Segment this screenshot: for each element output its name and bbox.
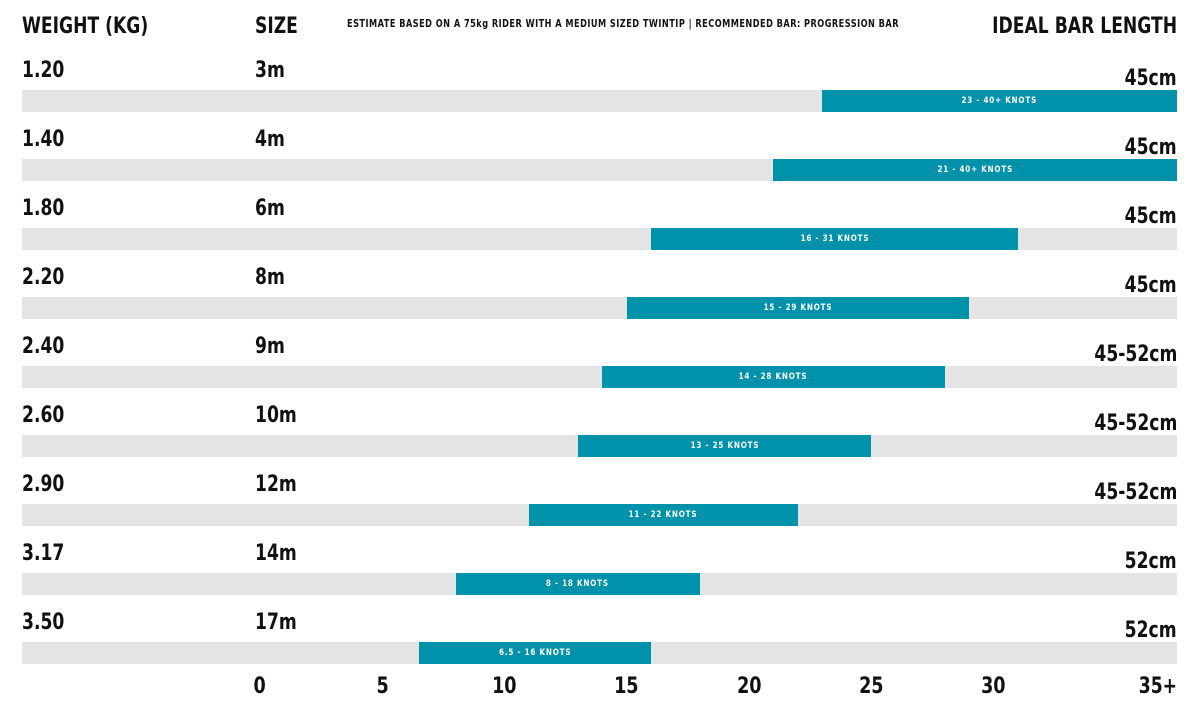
wind-range-label: 13 - 25 KNOTS bbox=[690, 441, 759, 451]
x-tick-label: 25 bbox=[859, 674, 884, 699]
wind-range-bar: 14 - 28 KNOTS bbox=[602, 366, 945, 388]
weight-value: 3.17 bbox=[22, 541, 65, 566]
weight-value: 2.20 bbox=[22, 265, 65, 290]
kite-size-row: 3.17 14m 52cm 8 - 18 KNOTS bbox=[0, 541, 1190, 610]
kite-size-value: 17m bbox=[255, 610, 297, 635]
x-tick-label: 15 bbox=[614, 674, 640, 699]
bar-length-column-header: IDEAL BAR LENGTH bbox=[992, 14, 1177, 39]
range-track bbox=[22, 366, 1177, 388]
weight-value: 2.60 bbox=[22, 403, 65, 428]
kite-size-row: 2.60 10m 45-52cm 13 - 25 KNOTS bbox=[0, 403, 1190, 472]
bar-length-value: 52cm bbox=[1125, 618, 1177, 643]
kite-size-row: 2.40 9m 45-52cm 14 - 28 KNOTS bbox=[0, 334, 1190, 403]
wind-range-label: 15 - 29 KNOTS bbox=[763, 303, 833, 313]
kite-size-row: 2.20 8m 45cm 15 - 29 KNOTS bbox=[0, 265, 1190, 334]
wind-range-bar: 21 - 40+ KNOTS bbox=[773, 159, 1177, 181]
bar-length-value: 45cm bbox=[1125, 273, 1177, 298]
wind-range-label: 8 - 18 KNOTS bbox=[546, 579, 610, 589]
weight-value: 2.40 bbox=[22, 334, 65, 359]
weight-value: 2.90 bbox=[22, 472, 65, 497]
kite-size-row: 1.80 6m 45cm 16 - 31 KNOTS bbox=[0, 196, 1190, 265]
weight-value: 1.40 bbox=[22, 127, 65, 152]
range-track bbox=[22, 297, 1177, 319]
wind-range-bar: 16 - 31 KNOTS bbox=[651, 228, 1018, 250]
wind-range-label: 11 - 22 KNOTS bbox=[629, 510, 698, 520]
size-column-header: SIZE bbox=[255, 14, 298, 39]
bar-length-value: 45-52cm bbox=[1094, 480, 1177, 505]
kite-size-value: 12m bbox=[255, 472, 297, 497]
wind-range-bar: 11 - 22 KNOTS bbox=[528, 504, 798, 526]
kite-size-value: 9m bbox=[255, 334, 285, 359]
wind-range-bar: 6.5 - 16 KNOTS bbox=[418, 642, 652, 664]
wind-range-bar: 15 - 29 KNOTS bbox=[626, 297, 970, 319]
weight-column-header: WEIGHT (KG) bbox=[22, 14, 149, 39]
x-tick-label: 10 bbox=[492, 674, 517, 699]
bar-length-value: 45-52cm bbox=[1094, 342, 1177, 367]
kite-size-value: 8m bbox=[255, 265, 285, 290]
kite-size-row: 1.20 3m 45cm 23 - 40+ KNOTS bbox=[0, 58, 1190, 127]
wind-range-label: 16 - 31 KNOTS bbox=[800, 234, 869, 244]
bar-length-value: 45cm bbox=[1125, 66, 1177, 91]
wind-range-label: 6.5 - 16 KNOTS bbox=[498, 648, 572, 658]
wind-range-label: 23 - 40+ KNOTS bbox=[961, 96, 1038, 106]
x-tick-label: 0 bbox=[253, 674, 267, 699]
wind-range-label: 21 - 40+ KNOTS bbox=[937, 165, 1014, 175]
kite-size-value: 4m bbox=[255, 127, 285, 152]
wind-range-bar: 23 - 40+ KNOTS bbox=[822, 90, 1177, 112]
weight-value: 1.80 bbox=[22, 196, 65, 221]
bar-length-value: 45cm bbox=[1125, 204, 1177, 229]
wind-range-label: 14 - 28 KNOTS bbox=[739, 372, 808, 382]
kite-size-value: 3m bbox=[255, 58, 285, 83]
x-tick-label: 35+ bbox=[1138, 674, 1177, 699]
kite-size-value: 10m bbox=[255, 403, 297, 428]
bar-length-value: 45-52cm bbox=[1094, 411, 1177, 436]
kite-size-row: 1.40 4m 45cm 21 - 40+ KNOTS bbox=[0, 127, 1190, 196]
weight-value: 3.50 bbox=[22, 610, 65, 635]
chart-note: ESTIMATE BASED ON A 75kg RIDER WITH A ME… bbox=[347, 18, 899, 30]
kite-size-value: 14m bbox=[255, 541, 297, 566]
wind-range-bar: 13 - 25 KNOTS bbox=[577, 435, 872, 457]
wind-range-bar: 8 - 18 KNOTS bbox=[455, 573, 701, 595]
bar-length-value: 45cm bbox=[1125, 135, 1177, 160]
bar-length-value: 52cm bbox=[1125, 549, 1177, 574]
kite-size-row: 3.50 17m 52cm 6.5 - 16 KNOTS bbox=[0, 610, 1190, 679]
x-tick-label: 30 bbox=[981, 674, 1006, 699]
kite-size-row: 2.90 12m 45-52cm 11 - 22 KNOTS bbox=[0, 472, 1190, 541]
kite-size-value: 6m bbox=[255, 196, 285, 221]
weight-value: 1.20 bbox=[22, 58, 65, 83]
x-tick-label: 20 bbox=[736, 674, 762, 699]
x-tick-label: 5 bbox=[376, 674, 389, 699]
